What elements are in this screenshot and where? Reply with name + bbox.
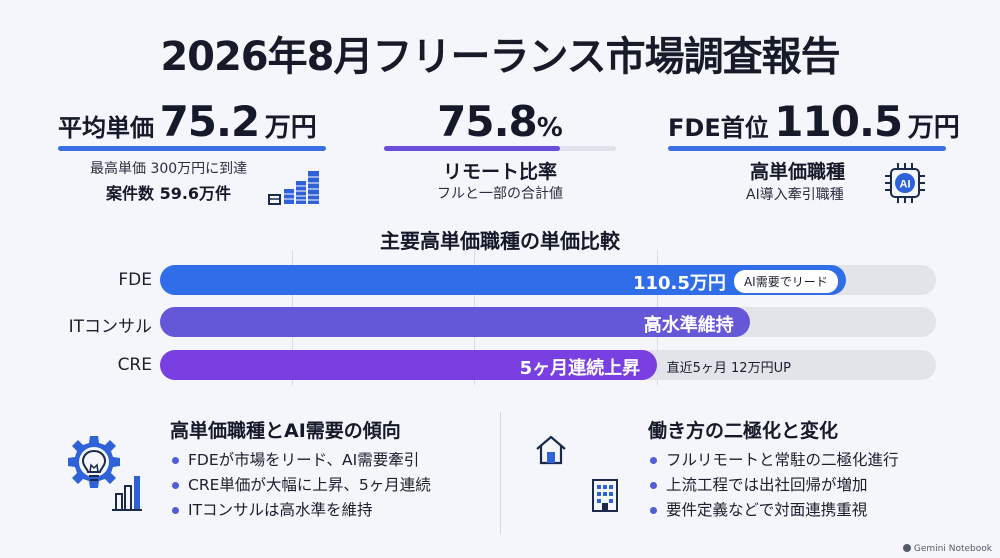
left-bullet-list: FDEが市場をリード、AI需要牽引 CRE単価が大幅に上昇、5ヶ月連続 ITコン…	[170, 448, 431, 523]
remote-progress-fill	[384, 146, 560, 151]
svg-text:AI: AI	[900, 179, 911, 191]
page-title: 2026年8月フリーランス市場調査報告	[160, 34, 840, 80]
chart-title: 主要高単価職種の単価比較	[380, 229, 620, 253]
bar-annotation: 直近5ヶ月 12万円UP	[666, 361, 791, 376]
kpi-fde-value: 110.5	[774, 97, 903, 146]
category-label: CRE	[117, 355, 152, 375]
list-item: 上流工程では出社回帰が増加	[648, 473, 899, 498]
kpi-average-sub2: 案件数 59.6万件	[106, 184, 232, 203]
category-label: ITコンサル	[68, 317, 152, 337]
list-item: ITコンサルは高水準を維持	[170, 498, 431, 523]
bar-chart-icon	[268, 171, 319, 205]
left-section-title: 高単価職種とAI需要の傾向	[170, 420, 401, 442]
bar-value-label: 5ヶ月連続上昇	[519, 358, 641, 379]
brand-label: Gemini Notebook	[902, 544, 992, 554]
lightbulb-gear-icon	[68, 436, 142, 511]
list-item: フルリモートと常駐の二極化進行	[648, 448, 899, 473]
bar-value-label: 110.5万円	[632, 273, 726, 294]
bar	[160, 350, 657, 380]
kpi-remote-unit: %	[536, 113, 563, 143]
bar-value-label: 高水準維持	[643, 315, 734, 336]
right-section-title: 働き方の二極化と変化	[648, 420, 839, 442]
list-item: 要件定義などで対面連携重視	[648, 498, 899, 523]
kpi-average-header: 平均単価 75.2 万円	[58, 97, 317, 146]
kpi-average-unit: 万円	[264, 113, 317, 143]
list-item: CRE単価が大幅に上昇、5ヶ月連続	[170, 473, 431, 498]
home-icon	[536, 435, 566, 465]
kpi-average-underline	[58, 146, 326, 151]
office-building-icon	[592, 479, 618, 512]
kpi-fde-unit: 万円	[907, 113, 960, 143]
kpi-remote-sub: フルと一部の合計値	[437, 186, 563, 202]
kpi-fde-sub: AI導入牽引職種	[746, 187, 844, 203]
right-bullet-list: フルリモートと常駐の二極化進行 上流工程では出社回帰が増加 要件定義などで対面連…	[648, 448, 899, 523]
kpi-average-value: 75.2	[159, 97, 261, 146]
ai-chip-icon: AI	[885, 163, 925, 203]
kpi-fde-header: FDE首位 110.5 万円	[668, 97, 960, 146]
kpi-fde-label: FDE首位	[668, 114, 769, 142]
bar	[160, 307, 750, 337]
kpi-fde-title: 高単価職種	[750, 161, 846, 183]
section-divider	[500, 412, 501, 534]
kpi-fde-underline	[668, 146, 946, 151]
kpi-remote-value: 75.8	[437, 97, 538, 146]
kpi-remote-header: 75.8%	[384, 97, 616, 146]
category-label: FDE	[118, 270, 152, 290]
brand-text: Gemini Notebook	[913, 544, 992, 554]
list-item: FDEが市場をリード、AI需要牽引	[170, 448, 431, 473]
kpi-average-sub1: 最高単価 300万円に到達	[90, 161, 248, 177]
brand-logo-icon	[902, 544, 911, 552]
kpi-average-label: 平均単価	[58, 114, 154, 142]
remote-progress-track	[384, 146, 616, 151]
bar-annotation-pill: AI需要でリード	[733, 270, 838, 293]
bar	[160, 265, 846, 295]
kpi-remote-title: リモート比率	[442, 161, 557, 183]
